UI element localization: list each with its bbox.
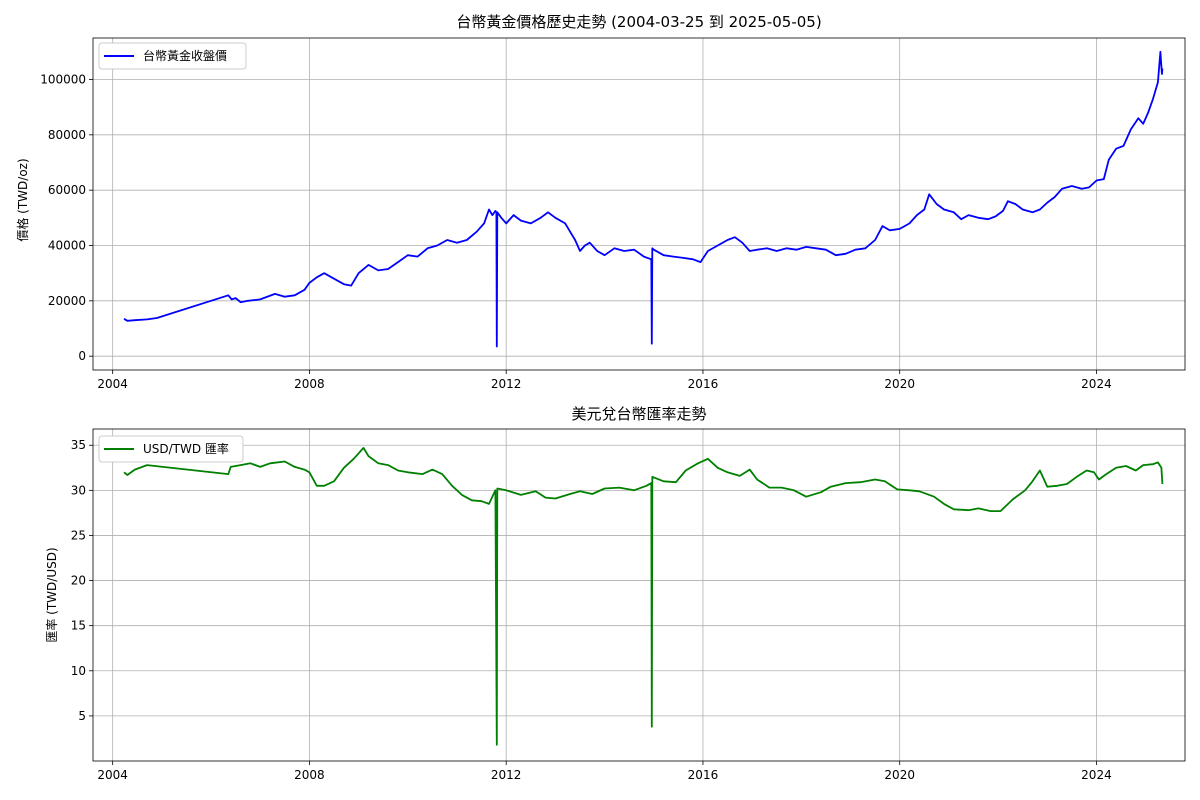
x-tick-label: 2016 [688,768,719,782]
x-tick-label: 2024 [1081,768,1112,782]
ticks: 2004 2008 2012 2016 2020 2024 5 10 15 20 25 30 35 [71,438,1112,782]
x-tick-label: 2012 [491,768,522,782]
x-tick-label: 2020 [884,768,915,782]
ticks: 2004 2008 2012 2016 2020 2024 0 20000 40000 60000… [40,73,1112,392]
legend: USD/TWD 匯率 [98,435,244,463]
y-tick-label: 30 [71,483,86,497]
y-axis-label: 匯率 (TWD/USD) [44,547,59,642]
y-tick-label: 80000 [48,128,86,142]
y-tick-label: 10 [71,664,86,678]
gold-price-panel: 台幣黃金價格歷史走勢 (2004-03-25 到 2025-05-05) 價格 … [15,13,1186,392]
x-tick-label: 2008 [294,377,325,391]
y-tick-label: 5 [78,709,86,723]
x-tick-label: 2008 [294,768,325,782]
x-tick-label: 2016 [688,377,719,391]
series-line [123,50,1164,348]
x-tick-label: 2012 [491,377,522,391]
y-tick-label: 60000 [48,183,86,197]
y-tick-label: 15 [71,619,86,633]
chart-title: 台幣黃金價格歷史走勢 (2004-03-25 到 2025-05-05) [456,13,821,31]
x-tick-label: 2004 [97,768,128,782]
y-tick-label: 35 [71,438,86,452]
legend-label: USD/TWD 匯率 [143,441,229,456]
y-tick-label: 40000 [48,239,86,253]
y-tick-label: 25 [71,528,86,542]
y-tick-label: 20 [71,574,86,588]
legend-box [98,435,244,463]
plot-frame [92,428,1186,762]
chart-title: 美元兌台幣匯率走勢 [571,405,706,423]
x-tick-label: 2020 [884,377,915,391]
y-tick-label: 20000 [48,294,86,308]
y-tick-label: 100000 [40,73,86,87]
legend: 台幣黃金收盤價 [98,42,247,70]
series-line [123,447,1164,746]
grid [93,429,1185,761]
series [123,447,1164,746]
x-tick-label: 2024 [1081,377,1112,391]
y-tick-label: 0 [78,349,86,363]
series [123,50,1164,348]
legend-label: 台幣黃金收盤價 [143,48,227,63]
plot-frame [92,37,1186,371]
grid [93,38,1185,370]
exchange-rate-panel: 美元兌台幣匯率走勢 匯率 (TWD/USD) 2004 2008 2012 2016 2… [44,405,1186,782]
legend-box [98,42,247,70]
x-tick-label: 2004 [97,377,128,391]
y-axis-label: 價格 (TWD/oz) [15,158,30,241]
